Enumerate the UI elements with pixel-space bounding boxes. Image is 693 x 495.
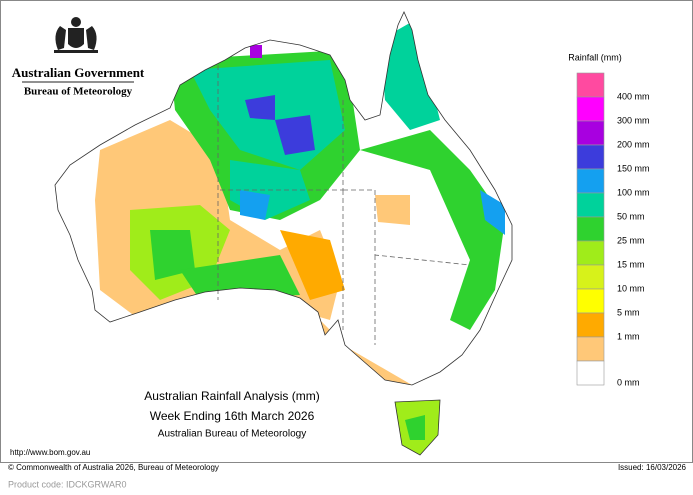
legend-swatch (576, 312, 605, 338)
government-name: Australian Government (12, 65, 145, 80)
legend-title: Rainfall (mm) (568, 52, 622, 62)
legend-swatch (576, 336, 605, 362)
legend-swatch (576, 288, 605, 314)
legend-label: 150 mm (617, 163, 650, 173)
legend-label: 10 mm (617, 283, 645, 293)
product-code: Product code: IDCKGRWAR0 (8, 479, 127, 489)
legend-swatch (576, 72, 605, 98)
legend-label: 50 mm (617, 211, 645, 221)
legend-label: 100 mm (617, 187, 650, 197)
legend-label: 1 mm (617, 331, 640, 341)
legend-swatch (576, 192, 605, 218)
legend-swatch (576, 144, 605, 170)
legend: 400 mm 300 mm 200 mm 150 mm 100 mm 50 mm 25 mm… (576, 72, 650, 387)
copyright: © Commonwealth of Australia 2026, Bureau… (8, 463, 219, 472)
coat-of-arms (54, 17, 98, 53)
legend-label: 5 mm (617, 307, 640, 317)
legend-swatch (576, 216, 605, 242)
legend-swatch (576, 264, 605, 290)
legend-swatch (576, 96, 605, 122)
legend-label: 200 mm (617, 139, 650, 149)
legend-label: 25 mm (617, 235, 645, 245)
map-source: Australian Bureau of Meteorology (158, 429, 306, 440)
bureau-name: Bureau of Meteorology (24, 86, 133, 98)
legend-label: 15 mm (617, 259, 645, 269)
legend-swatch (576, 360, 605, 386)
legend-swatch (576, 168, 605, 194)
map-title: Australian Rainfall Analysis (mm) (144, 389, 319, 403)
coastline (54, 11, 513, 456)
legend-swatch (576, 120, 605, 146)
issued-date: Issued: 16/03/2026 (618, 463, 687, 472)
url: http://www.bom.gov.au (10, 448, 90, 457)
legend-label: 400 mm (617, 91, 650, 101)
legend-swatch (576, 240, 605, 266)
legend-label: 300 mm (617, 115, 650, 125)
map-subtitle: Week Ending 16th March 2026 (150, 409, 315, 423)
legend-label: 0 mm (617, 377, 640, 387)
state-borders (217, 65, 471, 345)
